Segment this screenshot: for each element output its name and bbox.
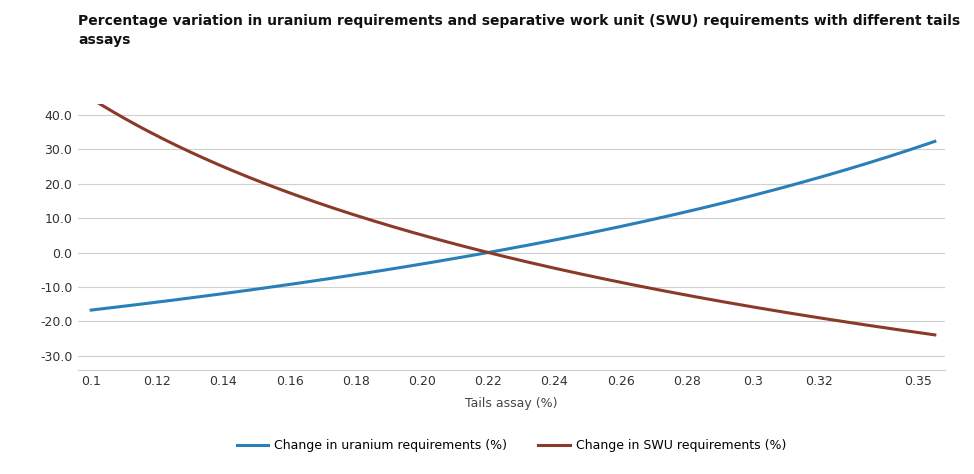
Change in SWU requirements (%) [602, 277, 614, 283]
Change in SWU requirements (%) [929, 332, 941, 337]
Line: Change in SWU requirements (%): Change in SWU requirements (%) [92, 99, 935, 335]
Change in SWU requirements (%) [584, 273, 596, 279]
Legend: Change in uranium requirements (%), Change in SWU requirements (%): Change in uranium requirements (%), Chan… [232, 434, 791, 457]
Change in SWU requirements (%) [587, 274, 599, 280]
Change in uranium requirements (%) [86, 307, 97, 313]
X-axis label: Tails assay (%): Tails assay (%) [466, 397, 557, 410]
Change in SWU requirements (%) [850, 320, 862, 326]
Line: Change in uranium requirements (%): Change in uranium requirements (%) [92, 141, 935, 310]
Change in uranium requirements (%) [587, 229, 599, 235]
Change in SWU requirements (%) [86, 96, 97, 101]
Change in SWU requirements (%) [797, 312, 808, 318]
Text: Percentage variation in uranium requirements and separative work unit (SWU) requ: Percentage variation in uranium requirem… [78, 14, 960, 46]
Change in uranium requirements (%) [584, 230, 596, 236]
Change in uranium requirements (%) [929, 138, 941, 144]
Change in uranium requirements (%) [797, 180, 808, 185]
Change in uranium requirements (%) [850, 164, 862, 170]
Change in SWU requirements (%) [88, 98, 99, 103]
Change in uranium requirements (%) [88, 307, 99, 312]
Change in uranium requirements (%) [602, 227, 614, 232]
